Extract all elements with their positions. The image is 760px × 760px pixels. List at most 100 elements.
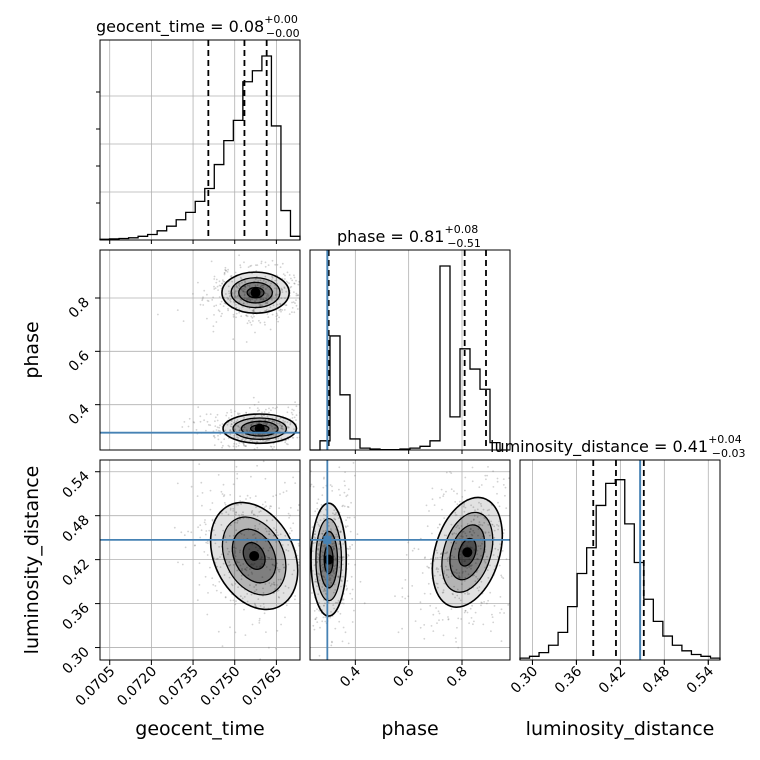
sample-point xyxy=(252,310,255,313)
sample-point xyxy=(463,560,466,563)
sample-point xyxy=(429,593,432,595)
sample-point xyxy=(230,453,232,455)
sample-point xyxy=(207,300,210,302)
sample-point xyxy=(347,563,350,565)
sample-point xyxy=(316,608,318,611)
sample-point xyxy=(235,312,238,315)
sample-point xyxy=(235,465,238,468)
sample-point xyxy=(276,584,278,586)
sample-point xyxy=(423,557,426,559)
sample-point xyxy=(281,291,284,293)
density-peak-1 xyxy=(254,423,265,434)
sample-point xyxy=(479,523,482,526)
sample-point xyxy=(269,424,271,427)
xtick-label-phase: 0.6 xyxy=(390,663,417,690)
sample-point xyxy=(239,564,242,567)
sample-point xyxy=(275,293,277,296)
sample-point xyxy=(282,563,284,566)
sample-point xyxy=(266,519,268,522)
sample-point xyxy=(254,590,256,593)
sample-point xyxy=(297,294,300,297)
sample-point xyxy=(446,551,449,554)
grid xyxy=(310,460,510,660)
sample-point xyxy=(314,510,317,513)
sample-point xyxy=(184,546,187,549)
sample-point xyxy=(244,445,247,447)
sample-point xyxy=(338,620,341,623)
sample-point xyxy=(255,264,257,266)
sample-point xyxy=(432,630,435,632)
sample-point xyxy=(458,500,461,503)
sample-point xyxy=(227,285,230,288)
sample-point xyxy=(305,626,307,628)
sample-point xyxy=(278,568,281,571)
sample-point xyxy=(335,511,337,514)
sample-point xyxy=(504,494,506,497)
sample-point xyxy=(264,583,267,585)
sample-point xyxy=(443,582,446,585)
sample-point xyxy=(323,514,325,516)
sample-point xyxy=(226,547,229,550)
sample-point xyxy=(250,424,253,426)
sample-point xyxy=(258,409,260,411)
sample-point xyxy=(301,424,303,426)
sample-point xyxy=(213,436,216,439)
sample-point xyxy=(235,316,238,319)
sample-point xyxy=(295,279,297,282)
sample-point xyxy=(486,509,489,512)
sample-point xyxy=(229,524,232,526)
sample-point xyxy=(221,423,224,425)
sample-point xyxy=(441,591,444,594)
sample-point xyxy=(315,580,317,583)
sample-point xyxy=(334,627,337,630)
sample-point xyxy=(238,515,241,518)
sample-point xyxy=(250,424,253,427)
sample-point xyxy=(214,585,217,587)
sample-point xyxy=(220,490,223,493)
sample-point xyxy=(229,599,232,602)
sample-point xyxy=(302,482,304,484)
sample-point xyxy=(451,565,454,568)
sample-point xyxy=(268,533,271,536)
sample-point xyxy=(517,483,519,485)
sample-point xyxy=(224,266,227,269)
sample-point xyxy=(338,488,340,491)
sample-point xyxy=(198,562,201,565)
sample-point xyxy=(453,585,455,588)
sample-point xyxy=(316,507,319,510)
sample-point xyxy=(229,507,232,510)
sample-point xyxy=(247,574,250,576)
sample-point xyxy=(217,309,220,312)
ylabel-luminosity_distance: luminosity_distance xyxy=(21,466,43,655)
sample-point xyxy=(269,328,272,331)
sample-point xyxy=(257,433,260,436)
sample-point xyxy=(303,605,305,607)
sample-point xyxy=(417,548,420,551)
sample-point xyxy=(312,277,314,279)
sample-point xyxy=(316,502,319,505)
sample-point xyxy=(338,557,341,559)
density-peak-0 xyxy=(250,287,261,298)
sample-point xyxy=(201,299,204,302)
sample-point xyxy=(225,269,228,272)
sample-point xyxy=(206,613,209,616)
sample-point xyxy=(272,434,275,436)
sample-point xyxy=(497,501,499,504)
sample-point xyxy=(275,312,278,315)
sample-point xyxy=(337,575,340,578)
sample-point xyxy=(214,425,217,427)
sample-point xyxy=(478,446,480,448)
sample-point xyxy=(235,420,238,423)
sample-point xyxy=(302,552,304,554)
sample-point xyxy=(248,452,250,454)
sample-point xyxy=(453,556,455,559)
sample-point xyxy=(332,569,335,572)
sample-point xyxy=(292,436,295,439)
sample-point xyxy=(264,275,267,278)
sample-point xyxy=(213,285,215,288)
sample-point xyxy=(330,564,332,566)
sample-point xyxy=(224,503,227,506)
sample-point xyxy=(342,504,344,507)
sample-point xyxy=(334,513,337,516)
sample-point xyxy=(234,555,237,558)
